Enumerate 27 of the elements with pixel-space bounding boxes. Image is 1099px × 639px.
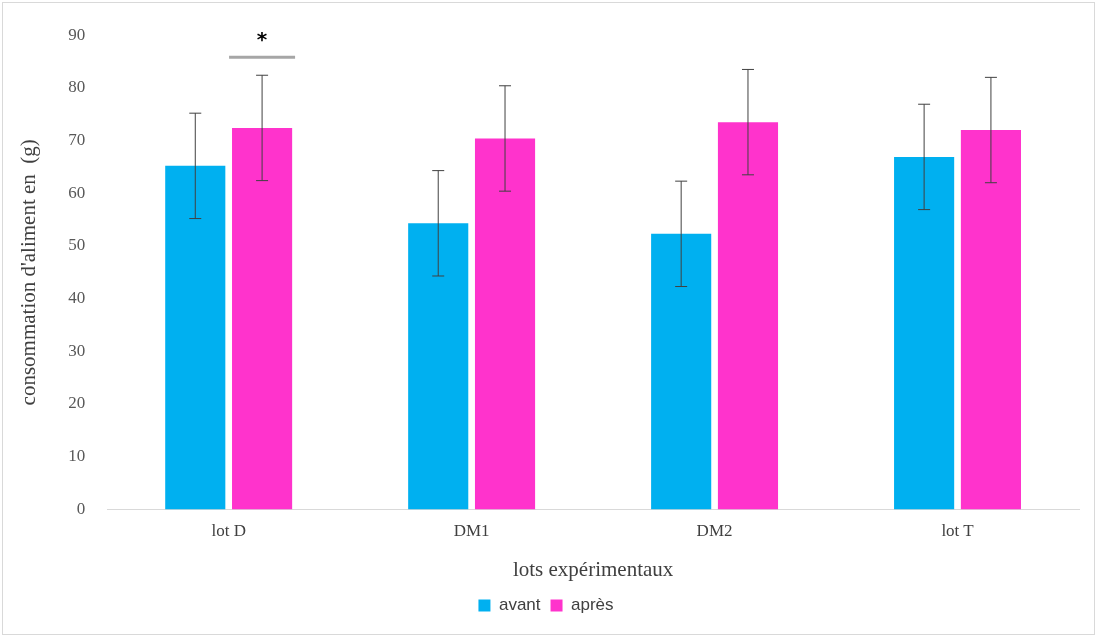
bar xyxy=(651,233,712,510)
y-tick-label: 50 xyxy=(68,235,86,255)
y-tick-label: 60 xyxy=(68,182,86,202)
bar xyxy=(474,138,536,510)
legend-label: après xyxy=(571,595,614,615)
x-tick-label: lot D xyxy=(211,521,246,541)
y-axis-title: consommation d'aliment en (g) xyxy=(16,139,41,406)
bar xyxy=(232,127,293,510)
bar xyxy=(894,156,955,510)
y-tick-label: 20 xyxy=(68,393,86,413)
x-tick-label: lot T xyxy=(941,521,975,541)
bar xyxy=(960,130,1021,510)
x-axis-title: lots expérimentaux xyxy=(512,556,674,581)
bar xyxy=(717,122,779,510)
y-tick-label: 40 xyxy=(68,288,86,308)
y-tick-label: 70 xyxy=(68,130,86,150)
y-tick-label: 0 xyxy=(76,498,86,518)
y-tick-label: 90 xyxy=(68,24,86,44)
bar xyxy=(408,223,469,510)
legend-label: avant xyxy=(498,595,541,615)
bar xyxy=(165,165,226,510)
annotation: * xyxy=(256,27,268,52)
y-tick-label: 30 xyxy=(68,340,86,360)
x-tick-label: DM2 xyxy=(696,521,733,541)
y-tick-label: 80 xyxy=(68,77,86,97)
y-tick-label: 10 xyxy=(68,446,86,466)
x-tick-label: DM1 xyxy=(453,521,490,541)
